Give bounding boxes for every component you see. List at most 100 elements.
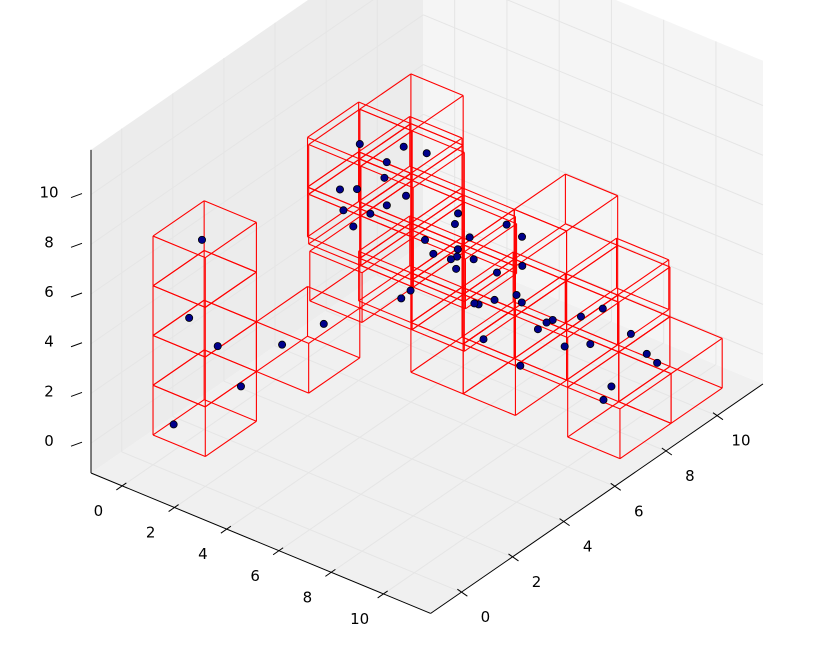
cube-edge: [567, 436, 621, 460]
cube-edge: [566, 294, 618, 331]
cube-edge: [617, 244, 671, 268]
cube-edge: [410, 123, 464, 146]
grid-line-y-floor: [377, 274, 718, 417]
scatter-point: [353, 185, 362, 194]
grid-line-z-left: [90, 213, 424, 444]
cube-edge: [461, 286, 515, 310]
cube-edge: [462, 358, 515, 395]
cube-edge: [256, 335, 308, 372]
scatter-point: [236, 382, 245, 391]
scatter-point: [453, 245, 462, 254]
cube-edge: [410, 286, 463, 323]
grid-line-z-right: [423, 64, 764, 206]
scatter-point: [429, 249, 438, 258]
cube-edge: [670, 337, 723, 375]
z-tick-label: 6: [44, 283, 54, 301]
cube-edge: [567, 401, 620, 438]
cube-edge: [359, 172, 412, 210]
cube-edge: [307, 136, 360, 160]
cube-edge: [152, 250, 205, 287]
cube-edge: [464, 201, 517, 225]
cube-edge: [461, 251, 514, 288]
scatter-point: [402, 191, 411, 200]
grid-line-x-floor: [278, 320, 612, 552]
cube-edge: [204, 271, 257, 308]
cube-edge: [410, 187, 463, 224]
grid-line-x-floor: [122, 256, 455, 487]
grid-line-z-right: [423, 163, 764, 305]
scatter-point: [382, 201, 391, 210]
cube-edge: [410, 371, 464, 395]
cube-edge: [360, 229, 413, 267]
cube-edge: [463, 315, 516, 352]
scatter-point: [599, 395, 608, 404]
scatter-point: [653, 358, 662, 367]
voxel-cube: [565, 244, 671, 353]
cube-edge: [308, 144, 362, 167]
cube-edge: [410, 272, 464, 295]
cube-edge: [618, 401, 672, 424]
scatter-point: [533, 325, 542, 334]
cube-edge: [204, 321, 257, 358]
cube-edge: [308, 158, 361, 195]
cube-edge: [308, 108, 361, 145]
scatter-point: [335, 185, 344, 194]
cube-edge: [411, 293, 464, 331]
cube-edge: [360, 265, 414, 288]
scatter-point: [450, 220, 459, 229]
z-tick-label: 8: [44, 233, 54, 251]
cube-edge: [462, 293, 516, 317]
cube-edge: [565, 223, 618, 246]
cube-edge: [669, 316, 723, 339]
z-tick-label: 2: [44, 382, 54, 400]
cube-edge: [152, 399, 205, 436]
tick-marks: [70, 193, 724, 599]
cube-edge: [618, 351, 672, 375]
y-tick: [610, 482, 622, 491]
cube-edge: [152, 384, 206, 408]
scatter-point: [492, 268, 501, 277]
cube-edge: [361, 236, 414, 274]
cube-edge: [360, 130, 413, 167]
left-wall-pane: [91, 0, 424, 473]
cube-edge: [462, 308, 515, 345]
cube-edge: [152, 349, 205, 386]
scatter-point: [607, 382, 616, 391]
y-tick-label: 4: [583, 538, 593, 556]
cube-edge: [619, 373, 672, 410]
y-tick-label: 2: [532, 573, 542, 591]
cube-edge: [565, 322, 618, 346]
cube-edge: [359, 222, 412, 259]
grid-line-z-left: [90, 64, 424, 295]
cube-edge: [409, 265, 463, 288]
scatter-point: [642, 349, 651, 358]
x-tick: [168, 504, 179, 512]
cube-edge: [513, 173, 566, 210]
cube-edge: [358, 300, 412, 324]
cube-edge: [515, 365, 568, 388]
x-tick: [116, 482, 127, 491]
y-tick-label: 8: [685, 467, 695, 485]
scatter-point: [516, 361, 525, 370]
cube-edge: [152, 434, 206, 458]
cube-edge: [307, 201, 359, 238]
cube-edge: [566, 379, 620, 403]
scatter-point: [598, 304, 607, 313]
grid-line-z-right: [423, 213, 764, 355]
cube-edge: [514, 358, 567, 381]
cube-edge: [566, 244, 618, 282]
cube-edge: [410, 222, 464, 246]
scatter-point: [490, 295, 499, 304]
cube-edge: [152, 299, 205, 336]
x-tick: [272, 547, 284, 556]
cube-edge: [461, 301, 514, 338]
cube-edge: [411, 95, 464, 132]
y-tick-label: 10: [731, 432, 750, 450]
x-tick-label: 10: [350, 610, 369, 628]
scatter-point: [278, 340, 287, 349]
cube-edge: [618, 266, 671, 303]
scatter-point: [576, 312, 585, 321]
scatter-point: [446, 255, 455, 264]
cube-edge: [617, 259, 670, 296]
scatter-point: [560, 342, 569, 351]
